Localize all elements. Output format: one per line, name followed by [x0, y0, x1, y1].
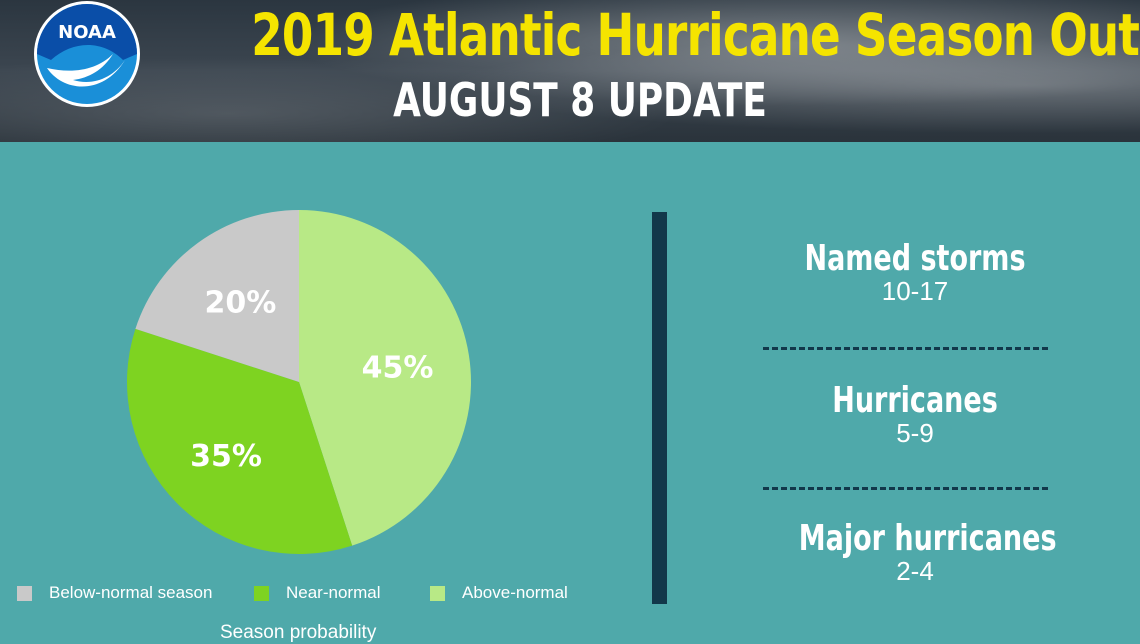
legend-item-below-normal: Below-normal season [17, 580, 212, 606]
legend-swatch-above-normal [430, 585, 445, 601]
page-title: 2019 Atlantic Hurricane Season Outlook [251, 1, 1140, 69]
stat-label-hurricanes: Hurricanes [832, 380, 998, 421]
chart-caption: Season probability [220, 622, 377, 643]
header-banner: NOAA 2019 Atlantic Hurricane Season Outl… [0, 0, 1140, 142]
page-subtitle: AUGUST 8 UPDATE [393, 73, 767, 127]
stat-separator [763, 347, 1048, 350]
legend-swatch-below-normal [17, 585, 32, 601]
stat-major-hurricanes: Major hurricanes 2-4 [760, 516, 1070, 586]
legend-label-above-normal: Above-normal [462, 583, 568, 602]
stat-value-major-hurricanes: 2-4 [896, 556, 934, 586]
pie-label-near-normal: 35% [190, 439, 262, 474]
chart-legend: Below-normal season Near-normal Above-no… [17, 580, 617, 606]
noaa-logo-icon: NOAA [34, 1, 140, 107]
legend-swatch-near-normal [254, 585, 269, 601]
legend-label-near-normal: Near-normal [286, 583, 381, 602]
vertical-divider [652, 212, 667, 604]
season-probability-pie-chart: 45% 35% 20% [127, 210, 471, 554]
pie-label-above-normal: 45% [362, 350, 434, 385]
stat-value-hurricanes: 5-9 [896, 418, 934, 448]
pie-slice-near-normal [127, 328, 353, 554]
pie-slice-above-normal [299, 210, 471, 546]
pie-slice-below-normal [135, 210, 299, 382]
pie-label-below-normal: 20% [204, 285, 276, 320]
stat-label-major-hurricanes: Major hurricanes [798, 518, 1057, 559]
legend-item-near-normal: Near-normal [254, 580, 380, 606]
legend-item-above-normal: Above-normal [430, 580, 568, 606]
stat-value-named-storms: 10-17 [881, 276, 949, 306]
legend-label-below-normal: Below-normal season [49, 583, 213, 602]
stat-label-named-storms: Named storms [804, 238, 1026, 279]
stat-separator [763, 487, 1048, 490]
stat-named-storms: Named storms 10-17 [760, 236, 1070, 306]
logo-text: NOAA [58, 22, 116, 43]
stat-hurricanes: Hurricanes 5-9 [760, 378, 1070, 448]
